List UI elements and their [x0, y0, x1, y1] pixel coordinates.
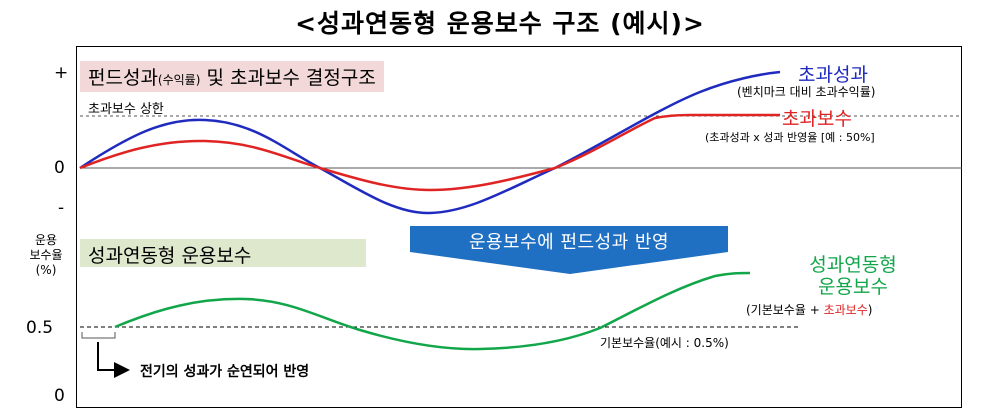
top-label-small: (수익률) — [157, 73, 201, 87]
cap-label: 초과보수 상한 — [88, 102, 164, 117]
diagram-frame — [76, 46, 962, 408]
performance-linked-fee-label: 성과연동형 운용보수 — [788, 254, 918, 298]
excess-performance-label: 초과성과 — [798, 64, 868, 86]
tick-plus: + — [54, 63, 69, 83]
arrow-banner-shape — [410, 226, 728, 274]
excess-fee-label: 초과보수 — [782, 108, 852, 130]
lag-note: 전기의 성과가 순연되어 반영 — [140, 364, 310, 380]
lag-arrow — [97, 342, 130, 378]
tick-zero-top: 0 — [54, 158, 65, 178]
fee-label-line2: 운용보수 — [818, 276, 888, 298]
excess-performance-curve — [79, 70, 781, 215]
y-axis-label-line1: 운용 — [34, 233, 58, 247]
fee-sub-suffix: ) — [867, 303, 873, 317]
top-label-main: 펀드성과 — [88, 67, 158, 89]
arrow-banner-label: 운용보수에 펀드성과 반영 — [468, 232, 670, 253]
top-panel-label: 펀드성과(수익률) 및 초과보수 결정구조 — [80, 61, 384, 92]
tick-minus: - — [58, 198, 65, 218]
excess-performance-sub: (벤치마크 대비 초과수익률) — [737, 85, 876, 99]
performance-linked-fee-curve — [114, 271, 751, 351]
base-fee-label: 기본보수율(예시 : 0.5%) — [600, 336, 729, 350]
fee-sub-highlight: 초과보수 — [823, 303, 868, 317]
tick-zero-bottom: 0 — [54, 386, 65, 406]
tick-half: 0.5 — [26, 318, 54, 338]
fee-sub-prefix: (기본보수율 + — [746, 303, 824, 317]
excess-fee-curve — [79, 113, 780, 192]
bottom-panel-label: 성과연동형 운용보수 — [80, 239, 366, 267]
excess-fee-sub: (초과성과 x 성과 반영율 [예 : 50%] — [705, 131, 875, 144]
lag-bracket — [81, 332, 116, 339]
performance-linked-fee-sub: (기본보수율 + 초과보수) — [746, 301, 872, 318]
fee-label-line1: 성과연동형 — [809, 254, 897, 276]
y-axis-label-line2: 보수율 — [29, 248, 63, 262]
bottom-y-axis-label: 운용 보수율 (%) — [24, 233, 68, 278]
page-title: <성과연동형 운용보수 구조 (예시)> — [295, 9, 705, 38]
y-axis-label-line3: (%) — [35, 263, 57, 277]
top-label-rest: 및 초과보수 결정구조 — [200, 67, 376, 89]
